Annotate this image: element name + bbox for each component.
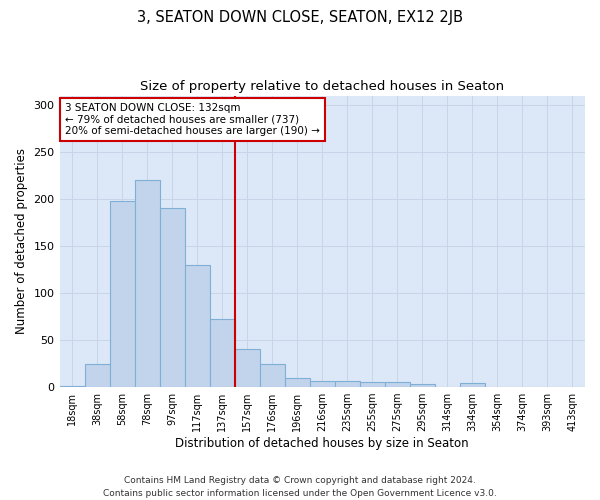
Bar (460, 384, 485, 387)
Bar (410, 384, 435, 387)
Bar (160, 208, 185, 387)
Bar (59, 386, 85, 387)
Bar (134, 180, 160, 387)
Bar (209, 320, 235, 387)
Bar (310, 380, 335, 387)
Bar (235, 350, 260, 387)
X-axis label: Distribution of detached houses by size in Seaton: Distribution of detached houses by size … (175, 437, 469, 450)
Bar (185, 265, 209, 387)
Text: Contains HM Land Registry data © Crown copyright and database right 2024.
Contai: Contains HM Land Registry data © Crown c… (103, 476, 497, 498)
Bar (335, 380, 360, 387)
Bar (85, 364, 110, 387)
Text: 3, SEATON DOWN CLOSE, SEATON, EX12 2JB: 3, SEATON DOWN CLOSE, SEATON, EX12 2JB (137, 10, 463, 25)
Y-axis label: Number of detached properties: Number of detached properties (15, 148, 28, 334)
Bar (285, 378, 310, 387)
Bar (360, 382, 385, 387)
Bar (385, 382, 410, 387)
Title: Size of property relative to detached houses in Seaton: Size of property relative to detached ho… (140, 80, 505, 93)
Bar (110, 201, 134, 387)
Bar (260, 364, 285, 387)
Text: 3 SEATON DOWN CLOSE: 132sqm
← 79% of detached houses are smaller (737)
20% of se: 3 SEATON DOWN CLOSE: 132sqm ← 79% of det… (65, 103, 320, 136)
